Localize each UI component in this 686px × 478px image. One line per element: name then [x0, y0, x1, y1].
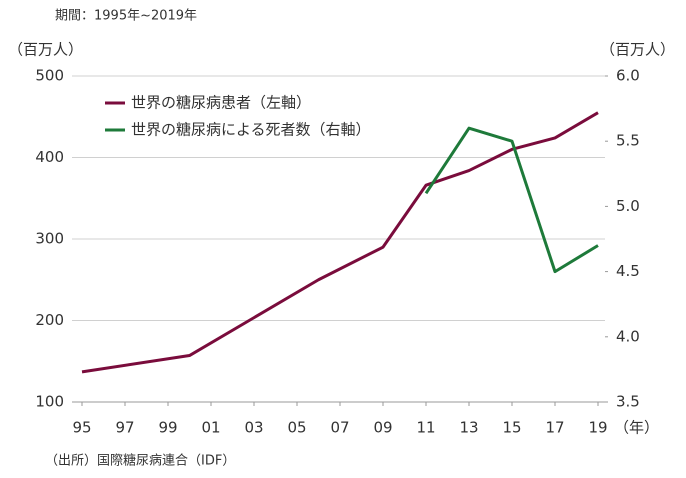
y-tick-label: 500 [35, 67, 64, 85]
series-line [424, 126, 599, 274]
y-axis-label: （百万人） [8, 41, 83, 59]
y2-tick-label: 3.5 [616, 393, 640, 411]
y-tick-label: 300 [35, 230, 64, 248]
x-tick-label: 05 [287, 419, 306, 437]
x-tick-label: 11 [416, 419, 435, 437]
series-line [81, 111, 599, 374]
x-axis-unit: （年） [614, 419, 659, 437]
legend-label: 世界の糖尿病患者（左軸） [131, 94, 311, 112]
subtitle: 期間：1995年~2019年 [55, 9, 197, 24]
y-tick-label: 100 [35, 393, 64, 411]
x-tick-label: 97 [115, 419, 134, 437]
y2-tick-label: 4.5 [616, 262, 640, 280]
y2-tick-label: 6.0 [616, 67, 640, 85]
x-tick-label: 13 [459, 419, 478, 437]
y2-axis-label: （百万人） [600, 41, 675, 59]
x-tick-label: 19 [588, 419, 607, 437]
x-tick-label: 09 [373, 419, 392, 437]
source: （出所）国際糖尿病連合（IDF） [45, 453, 235, 469]
y-tick-label: 200 [35, 311, 64, 329]
y2-tick-label: 5.5 [616, 132, 640, 150]
x-tick-label: 95 [72, 419, 91, 437]
x-tick-label: 15 [502, 419, 521, 437]
x-tick-label: 99 [158, 419, 177, 437]
x-tick-label: 07 [330, 419, 349, 437]
y-tick-label: 400 [35, 148, 64, 166]
y2-tick-label: 5.0 [616, 197, 640, 215]
legend-label: 世界の糖尿病による死者数（右軸） [131, 121, 371, 139]
y2-tick-label: 4.0 [616, 327, 640, 345]
x-tick-label: 03 [244, 419, 263, 437]
x-tick-label: 17 [545, 419, 564, 437]
x-tick-label: 01 [201, 419, 220, 437]
